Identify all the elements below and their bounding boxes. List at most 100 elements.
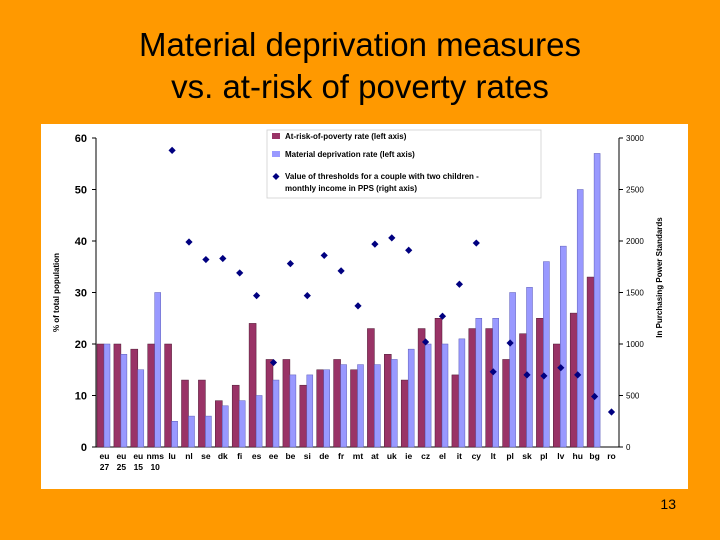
deprivation-bar xyxy=(323,369,330,448)
poverty-bar xyxy=(198,379,206,448)
threshold-marker xyxy=(506,339,514,347)
poverty-bar xyxy=(181,379,189,448)
threshold-marker xyxy=(269,358,278,367)
poverty-bar xyxy=(265,359,274,448)
poverty-bar xyxy=(569,312,578,448)
deprivation-bar xyxy=(391,359,398,448)
deprivation-bar xyxy=(306,374,314,448)
deprivation-bar xyxy=(289,374,297,448)
deprivation-bar xyxy=(593,153,601,448)
poverty-bar xyxy=(147,343,155,448)
deprivation-bar xyxy=(424,343,432,448)
category-label: eu xyxy=(116,451,126,461)
category-label: lu xyxy=(168,451,176,461)
deprivation-bar xyxy=(492,318,499,448)
threshold-marker xyxy=(219,254,227,263)
category-label: lt xyxy=(491,451,496,461)
deprivation-bar xyxy=(255,395,263,448)
poverty-bar xyxy=(333,359,341,448)
threshold-marker xyxy=(405,246,413,254)
legend-swatch-deprivation xyxy=(272,151,280,157)
category-label: nl xyxy=(185,451,193,461)
category-label: 15 xyxy=(134,462,144,472)
poverty-bar xyxy=(417,328,426,448)
category-label: eu xyxy=(100,451,110,461)
slide-title-line-2: vs. at-risk of poverty rates xyxy=(171,68,549,105)
legend-label-threshold-line1: Value of thresholds for a couple with tw… xyxy=(285,172,479,181)
poverty-bar xyxy=(113,343,122,448)
category-label: pl xyxy=(506,451,514,461)
threshold-marker xyxy=(388,234,396,242)
category-label: cz xyxy=(421,451,430,461)
category-label: at xyxy=(371,451,379,461)
poverty-bar xyxy=(485,328,493,448)
left-tick-label: 30 xyxy=(75,288,87,300)
left-tick-label: 60 xyxy=(75,133,87,145)
deprivation-bar xyxy=(576,189,584,448)
left-tick-label: 20 xyxy=(75,339,87,351)
category-label: 27 xyxy=(100,462,110,472)
poverty-bar xyxy=(316,369,324,448)
threshold-marker xyxy=(472,239,480,247)
right-tick-label: 500 xyxy=(626,392,640,401)
slide-number: 13 xyxy=(660,496,676,512)
category-label: lv xyxy=(557,451,564,461)
category-label: el xyxy=(439,451,446,461)
deprivation-bar xyxy=(205,415,212,448)
right-tick-label: 1500 xyxy=(626,289,644,298)
deprivation-bar xyxy=(272,379,280,448)
category-label: es xyxy=(252,451,262,461)
deprivation-bar xyxy=(526,287,533,448)
deprivation-bar xyxy=(154,292,161,448)
category-label: bg xyxy=(589,451,599,461)
right-tick-label: 3000 xyxy=(626,134,644,143)
threshold-marker xyxy=(557,364,565,372)
right-tick-label: 1000 xyxy=(626,340,644,349)
right-tick-label: 0 xyxy=(626,443,631,452)
poverty-bar xyxy=(468,328,477,448)
threshold-marker xyxy=(540,372,548,380)
poverty-bar xyxy=(384,354,392,448)
threshold-marker xyxy=(168,146,176,154)
category-label: ro xyxy=(607,451,616,461)
category-label: eu xyxy=(133,451,143,461)
category-label: dk xyxy=(218,451,228,461)
right-axis-title: In Purchasing Power Standards xyxy=(655,217,664,338)
deprivation-bar xyxy=(103,343,111,448)
deprivation-bar xyxy=(137,369,145,448)
category-label: ie xyxy=(405,451,412,461)
poverty-bar xyxy=(299,384,308,448)
deprivation-bar xyxy=(120,354,128,448)
left-tick-label: 40 xyxy=(75,236,87,248)
left-tick-label: 50 xyxy=(75,185,87,197)
threshold-marker xyxy=(455,280,463,288)
category-label: hu xyxy=(573,451,583,461)
legend-label-threshold-line2: monthly income in PPS (right axis) xyxy=(285,184,417,193)
deprivation-bar xyxy=(222,405,229,448)
poverty-bar xyxy=(231,384,240,448)
poverty-bar xyxy=(248,323,257,448)
poverty-bar xyxy=(400,379,409,448)
poverty-bar xyxy=(282,359,291,448)
deprivation-bar xyxy=(543,261,550,448)
threshold-marker xyxy=(422,338,430,346)
category-label: be xyxy=(285,451,295,461)
deprivation-bar xyxy=(357,364,364,448)
threshold-marker xyxy=(371,240,379,248)
deprivation-bar xyxy=(407,348,415,448)
category-label: ee xyxy=(269,451,279,461)
threshold-marker xyxy=(236,269,244,277)
left-tick-label: 0 xyxy=(81,442,87,454)
right-tick-label: 2000 xyxy=(626,237,644,246)
category-label: cy xyxy=(472,451,482,461)
category-label: it xyxy=(457,451,462,461)
category-label: de xyxy=(319,451,329,461)
category-label: 25 xyxy=(117,462,127,472)
deprivation-bar xyxy=(340,364,347,448)
threshold-marker xyxy=(185,238,193,246)
deprivation-bar xyxy=(475,318,483,448)
slide-title-line-1: Material deprivation measures xyxy=(138,26,582,63)
category-label: se xyxy=(201,451,211,461)
deprivation-bar xyxy=(171,421,178,448)
threshold-marker xyxy=(438,312,447,320)
